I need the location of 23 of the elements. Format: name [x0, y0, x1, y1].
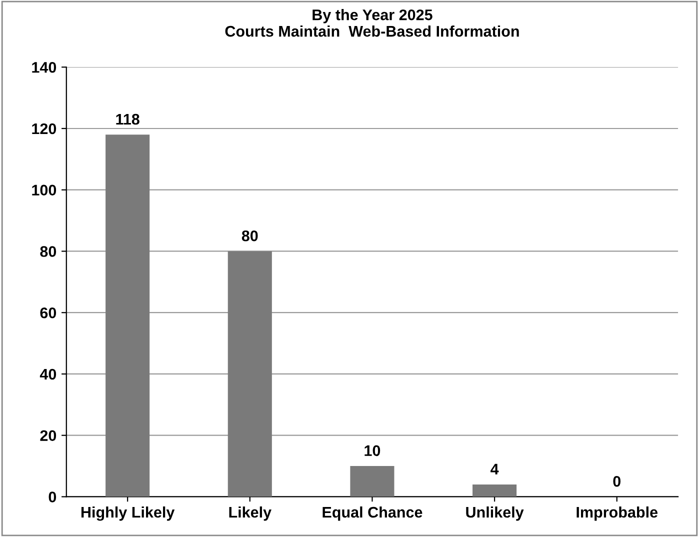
data-label: 118 [116, 114, 140, 125]
y-tick-label: 140 [32, 62, 56, 73]
bar [106, 134, 150, 497]
data-label: 4 [490, 464, 499, 474]
data-label: 80 [242, 230, 258, 242]
x-tick-label: Equal Chance [322, 506, 422, 521]
y-tick-label: 0 [48, 492, 56, 502]
y-tick-label: 60 [40, 307, 56, 318]
chart-title: By the Year 2025 Courts Maintain Web-Based Information [225, 9, 519, 37]
data-label: 10 [364, 445, 380, 456]
bar [472, 484, 517, 497]
x-tick-label: Highly Likely [81, 506, 175, 521]
data-label: 0 [613, 476, 620, 487]
bar [350, 466, 394, 497]
y-tick-label: 20 [40, 430, 56, 442]
y-tick-label: 100 [32, 184, 56, 196]
x-tick-label: Unlikely [466, 506, 524, 521]
y-tick-label: 80 [40, 246, 56, 257]
y-tick-label: 120 [32, 123, 56, 134]
x-tick-label: Improbable [576, 506, 658, 521]
bar [228, 251, 272, 497]
y-tick-label: 40 [40, 368, 56, 380]
x-tick-label: Likely [229, 506, 272, 521]
